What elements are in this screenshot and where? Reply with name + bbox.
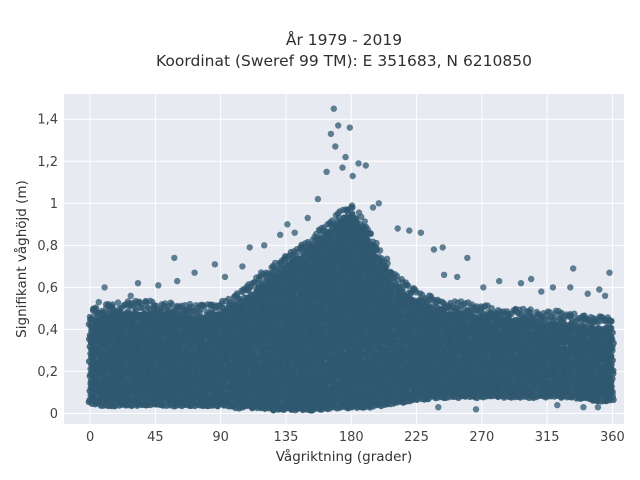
data-point — [367, 230, 374, 238]
data-point — [349, 204, 356, 211]
chart-title-line1: År 1979 - 2019 — [286, 30, 402, 49]
data-point — [146, 297, 154, 304]
data-point — [384, 260, 391, 267]
data-point — [145, 304, 152, 311]
data-points — [85, 105, 617, 414]
data-point — [109, 301, 116, 308]
data-point — [361, 218, 368, 225]
chart-title-line2: Koordinat (Sweref 99 TM): E 351683, N 62… — [156, 52, 532, 70]
data-point — [114, 299, 122, 306]
data-point — [376, 247, 384, 254]
data-point — [168, 301, 176, 308]
